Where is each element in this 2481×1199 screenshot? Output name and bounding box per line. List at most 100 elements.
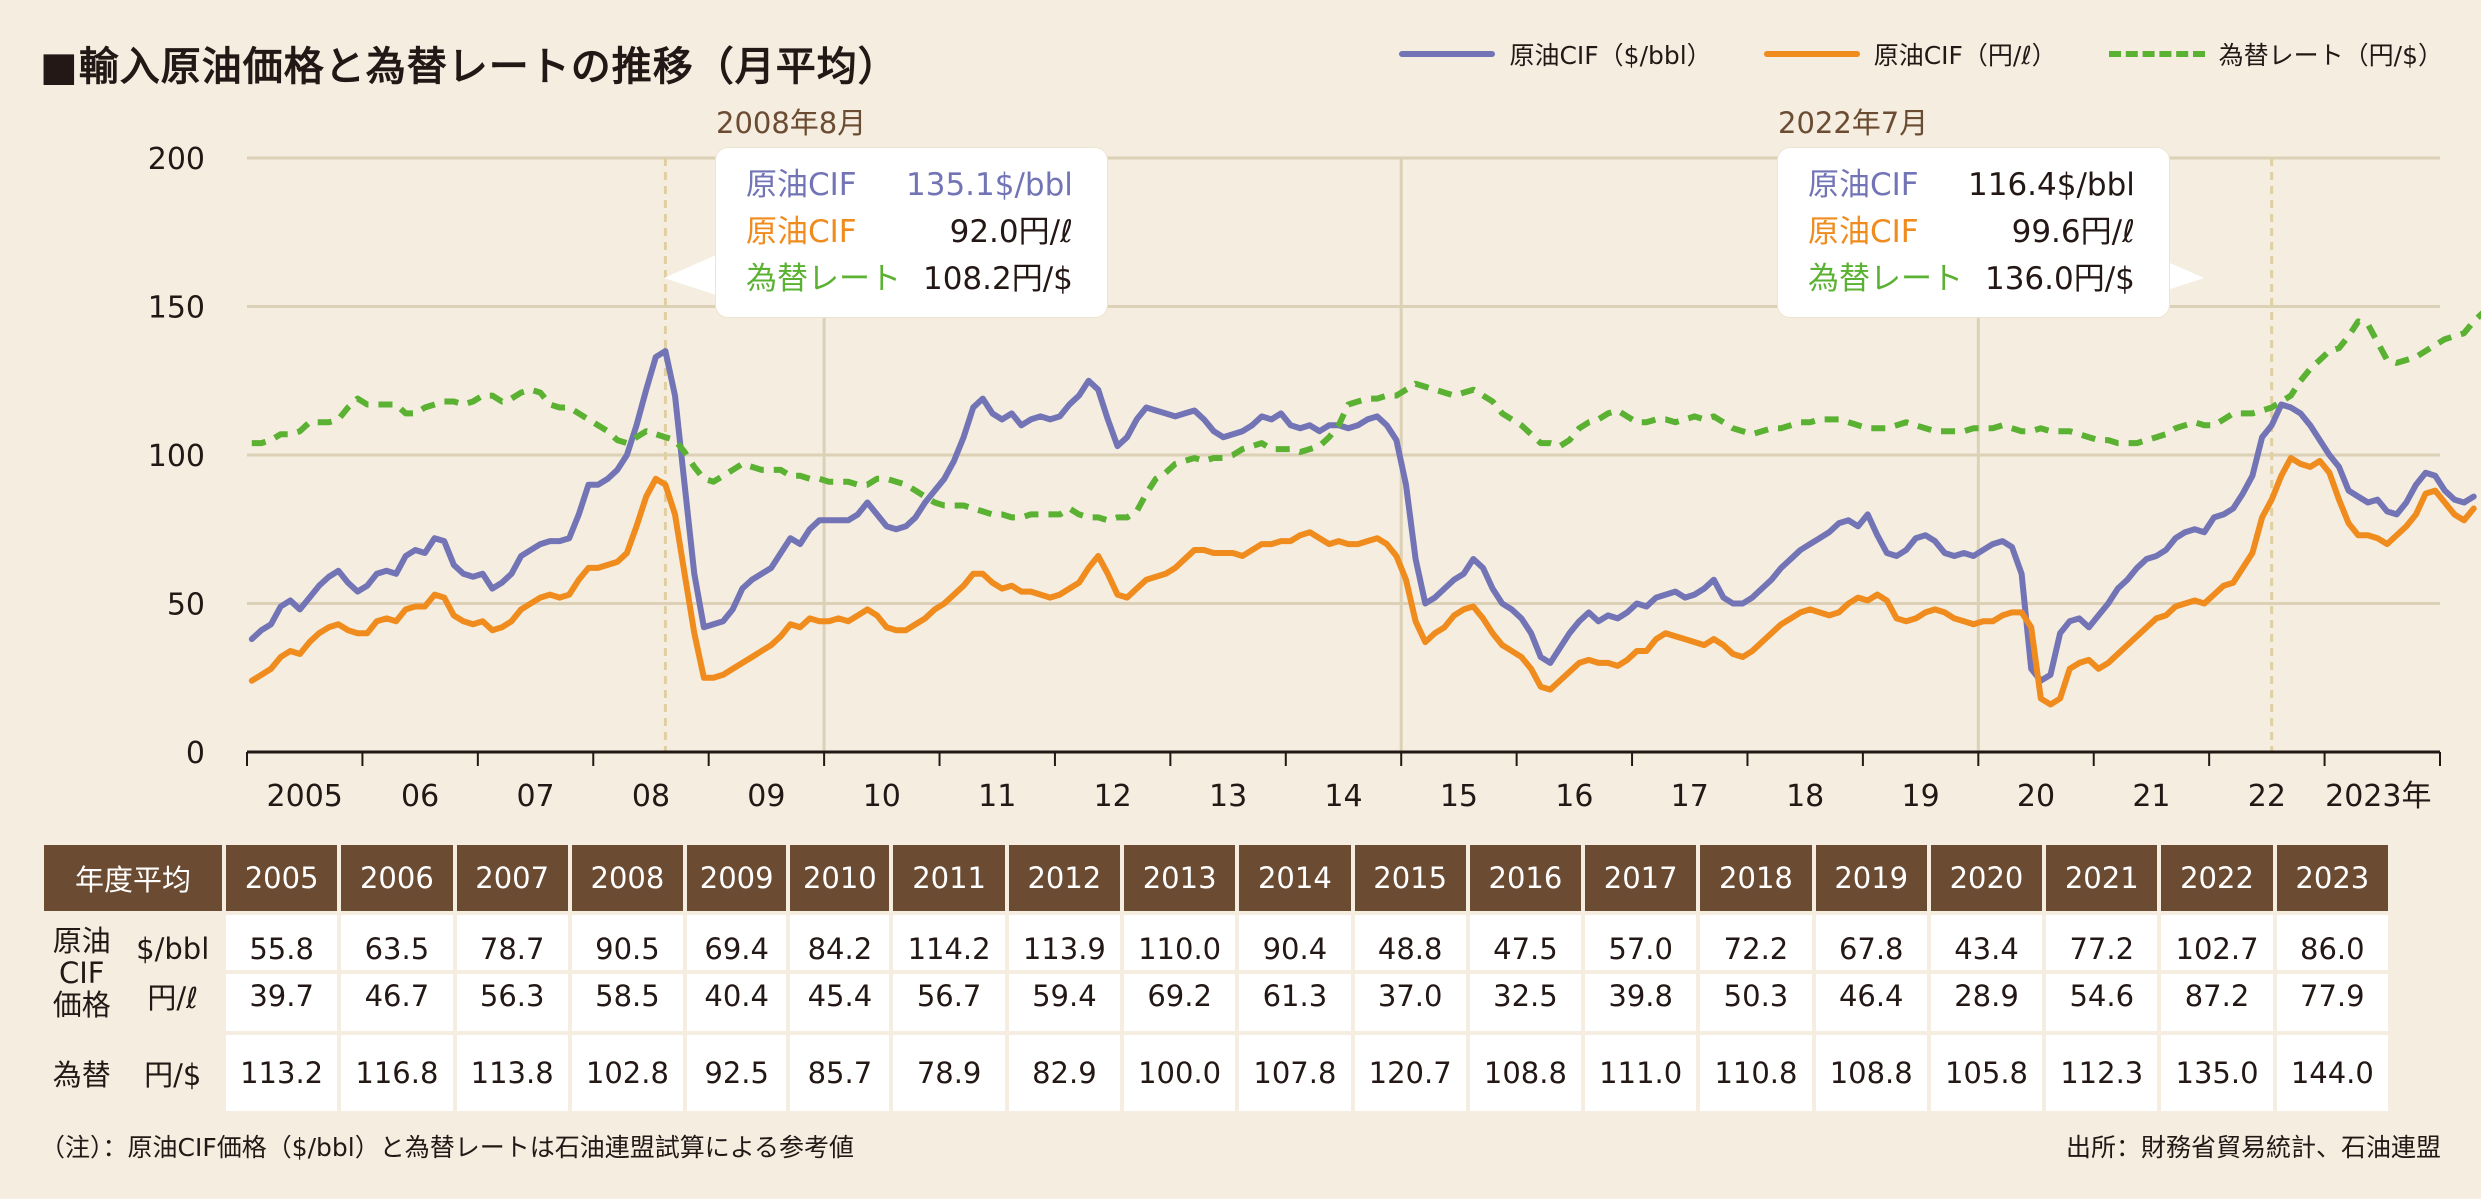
legend-label-fx: 為替レート（円/$） [2218, 41, 2443, 70]
x-tick-label-3: 08 [632, 779, 670, 814]
x-tick-label-5: 10 [863, 779, 901, 814]
annotation-2008-value-crude-usd: 135.1$/bbl [906, 167, 1073, 203]
table-cell: 107.8 [1239, 1035, 1351, 1111]
table-cell: 82.9 [1008, 1035, 1120, 1111]
annotation-2008-value-crude-yen: 92.0円/ℓ [949, 214, 1073, 250]
table-year-2006: 2006 [341, 845, 453, 911]
table-cell: 28.9 [1930, 974, 2043, 1031]
table-cell: 113.8 [456, 1035, 568, 1111]
table-cell: 77.2 [2046, 915, 2158, 970]
table-cell: 113.9 [1008, 915, 1120, 970]
table-group-label-line: 原油 [52, 924, 111, 958]
table-cell: 102.7 [2161, 915, 2273, 970]
table-group-label-line: CIF [58, 956, 105, 990]
table-header-row: 年度平均 2005 2006 2007 2008 2009 2010 2011 2012 2013… [44, 845, 2388, 911]
table-cell: 114.2 [893, 915, 1005, 970]
series-line-fx [251, 310, 2481, 524]
table-year-2022: 2022 [2161, 845, 2273, 911]
legend-swatch-crude-yen [1763, 51, 1860, 57]
table-cell: 43.4 [1930, 915, 2043, 970]
annotation-2008-label-crude-yen: 原油CIF [746, 214, 857, 250]
table-header-label: 年度平均 [44, 845, 222, 911]
table-group-label-line: 価格 [52, 988, 111, 1022]
table-cell: 40.4 [687, 974, 787, 1031]
table-unit: 円/$ [123, 1035, 222, 1111]
table-cell: 84.2 [790, 915, 890, 970]
table-cell: 85.7 [790, 1035, 890, 1111]
annotation-2008-label-fx: 為替レート [746, 261, 901, 297]
legend: 原油CIF（$/bbl） 原油CIF（円/ℓ） 為替レート（円/$） [1399, 36, 2443, 72]
annotation-2008-label-crude-usd: 原油CIF [746, 167, 857, 203]
table-fx-label: 為替 [44, 1035, 120, 1111]
line-chart: 0 50 100 150 200 2005 06 07 08 09 10 11 12 13 14 15 16 17… [148, 142, 2481, 814]
table-cell: 90.5 [571, 915, 684, 970]
annotation-box-2022: 原油CIF 116.4$/bbl 原油CIF 99.6円/ℓ 為替レート 136.0円… [1778, 148, 2169, 317]
table-cell: 32.5 [1469, 974, 1582, 1031]
table-year-2013: 2013 [1124, 845, 1236, 911]
table-cell: 61.3 [1239, 974, 1351, 1031]
table-cell: 105.8 [1930, 1035, 2043, 1111]
table-cell: 69.2 [1124, 974, 1236, 1031]
table-year-2020: 2020 [1930, 845, 2043, 911]
table-cell: 39.7 [226, 974, 338, 1031]
x-tick-label-14: 19 [1902, 779, 1940, 814]
annotation-2022-label-crude-usd: 原油CIF [1808, 167, 1919, 203]
table-cell: 39.8 [1585, 974, 1697, 1031]
table-cell: 113.2 [226, 1035, 338, 1111]
table-cell: 108.8 [1469, 1035, 1582, 1111]
table-cell: 54.6 [2046, 974, 2158, 1031]
annotation-2022-label-crude-yen: 原油CIF [1808, 214, 1919, 250]
legend-label-crude-yen: 原油CIF（円/ℓ） [1873, 41, 2057, 70]
table-cell: 92.5 [687, 1035, 787, 1111]
table-cell: 78.9 [893, 1035, 1005, 1111]
y-tick-label-100: 100 [148, 439, 205, 474]
table-cell: 55.8 [226, 915, 338, 970]
table-year-2012: 2012 [1008, 845, 1120, 911]
x-tick-label-15: 20 [2017, 779, 2055, 814]
table-cell: 56.7 [893, 974, 1005, 1031]
table-cell: 116.8 [341, 1035, 453, 1111]
source-note: 出所：財務省貿易統計、石油連盟 [2065, 1133, 2441, 1162]
table-year-2010: 2010 [790, 845, 890, 911]
legend-swatch-crude-usd [1399, 51, 1496, 57]
table-cell: 87.2 [2161, 974, 2273, 1031]
table-cell: 120.7 [1354, 1035, 1466, 1111]
y-tick-label-150: 150 [148, 291, 205, 326]
table-cell: 58.5 [571, 974, 684, 1031]
x-tick-label-1: 06 [401, 779, 439, 814]
legend-label-crude-usd: 原油CIF（$/bbl） [1509, 41, 1712, 70]
x-tick-label-4: 09 [747, 779, 785, 814]
table-year-2005: 2005 [226, 845, 338, 911]
table-cell: 46.4 [1815, 974, 1927, 1031]
x-tick-label-8: 13 [1209, 779, 1247, 814]
x-tick-label-2: 07 [516, 779, 554, 814]
table-cell: 112.3 [2046, 1035, 2158, 1111]
table-cell: 72.2 [1700, 915, 1812, 970]
table-unit: $/bbl [123, 915, 222, 970]
table-cell: 77.9 [2276, 974, 2388, 1031]
y-tick-label-200: 200 [148, 142, 205, 177]
table-year-2023: 2023 [2276, 845, 2388, 911]
table-year-2017: 2017 [1585, 845, 1697, 911]
table-row: 原油 CIF 価格 $/bbl 55.8 63.5 78.7 90.5 69.4 84.2 114.… [44, 915, 2388, 1031]
table-year-2016: 2016 [1469, 845, 1582, 911]
annotation-2022-value-crude-usd: 116.4$/bbl [1968, 167, 2135, 203]
table-year-2008: 2008 [571, 845, 684, 911]
legend-item-fx: 為替レート（円/$） [2108, 36, 2443, 72]
table-cell: 67.8 [1815, 915, 1927, 970]
table-year-2019: 2019 [1815, 845, 1927, 911]
x-tick-label-17: 22 [2248, 779, 2286, 814]
legend-item-crude-usd: 原油CIF（$/bbl） [1399, 36, 1712, 72]
table-cell: 48.8 [1354, 915, 1466, 970]
table-row: 円/ℓ 39.7 46.7 56.3 58.5 40.4 45.4 56.7 59.4 69.2 6… [44, 974, 2388, 1031]
table-group-label: 原油 CIF 価格 [44, 915, 120, 1031]
x-tick-label-18: 2023年 [2325, 779, 2431, 814]
legend-item-crude-yen: 原油CIF（円/ℓ） [1763, 36, 2057, 72]
table-cell: 78.7 [456, 915, 568, 970]
table-year-2011: 2011 [893, 845, 1005, 911]
table-cell: 86.0 [2276, 915, 2388, 970]
y-tick-label-50: 50 [167, 588, 205, 623]
annual-average-table: 年度平均 2005 2006 2007 2008 2009 2010 2011 2012 2013… [40, 841, 2392, 1115]
table-year-2009: 2009 [687, 845, 787, 911]
table-year-2021: 2021 [2046, 845, 2158, 911]
